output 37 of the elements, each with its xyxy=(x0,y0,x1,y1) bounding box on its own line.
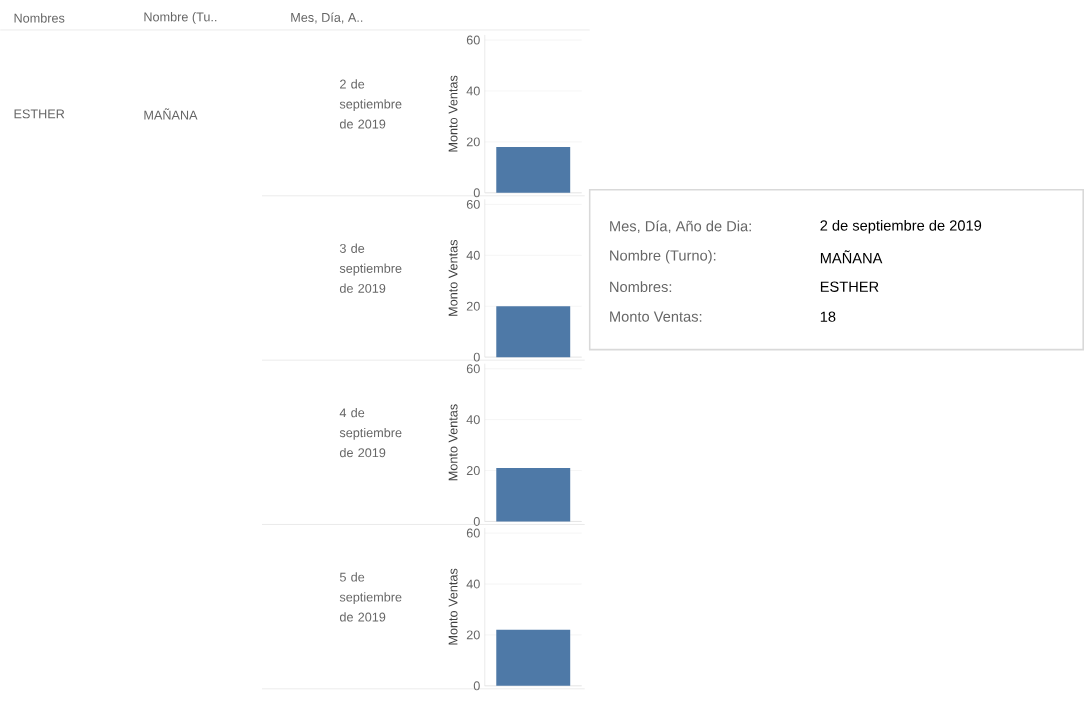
y-tick-label: 20 xyxy=(466,630,480,640)
y-tick-label: 40 xyxy=(466,250,480,260)
y-tick-label: 0 xyxy=(473,681,480,691)
text: Nombres xyxy=(14,13,65,23)
text: 18 xyxy=(820,311,836,322)
text: Mes, Día, A.. xyxy=(291,12,363,24)
y-tick-label: 40 xyxy=(466,579,480,589)
text: Nombre (Tu.. xyxy=(144,11,217,24)
y-tick-label: 0 xyxy=(473,352,480,362)
y-tick-label: 60 xyxy=(466,364,480,374)
text: Mes, Día, Año de Dia: xyxy=(610,220,751,233)
text: MAÑANA xyxy=(820,250,883,264)
y-tick-label: 40 xyxy=(466,415,480,424)
y-axis-title: Monto Ventas xyxy=(448,404,458,481)
text: 2 de septiembre de 2019 xyxy=(339,79,402,129)
text: 2 de septiembre de 2019 xyxy=(820,219,982,234)
y-tick-label: 60 xyxy=(466,199,480,209)
text: 4 de septiembre de 2019 xyxy=(339,407,402,458)
y-tick-label: 40 xyxy=(466,86,480,96)
y-tick-label: 20 xyxy=(466,301,480,311)
y-tick-label: 60 xyxy=(466,35,480,45)
y-axis-title: Monto Ventas xyxy=(448,568,458,645)
text: MAÑANA xyxy=(144,108,198,120)
text: ESTHER xyxy=(820,281,879,292)
y-tick-label: 0 xyxy=(473,516,480,526)
y-tick-label: 0 xyxy=(473,188,480,198)
y-tick-label: 20 xyxy=(466,465,480,475)
y-axis-title: Monto Ventas xyxy=(448,239,458,316)
text: 3 de septiembre de 2019 xyxy=(339,243,402,293)
text: Nombres: xyxy=(610,281,672,292)
y-tick-label: 20 xyxy=(466,137,480,147)
text: Monto Ventas: xyxy=(610,311,702,322)
text: ESTHER xyxy=(14,109,65,119)
y-axis-title: Monto Ventas xyxy=(448,75,458,152)
text: Nombre (Turno): xyxy=(610,249,716,264)
y-tick-label: 60 xyxy=(466,528,480,538)
text: 5 de septiembre de 2019 xyxy=(339,572,402,622)
